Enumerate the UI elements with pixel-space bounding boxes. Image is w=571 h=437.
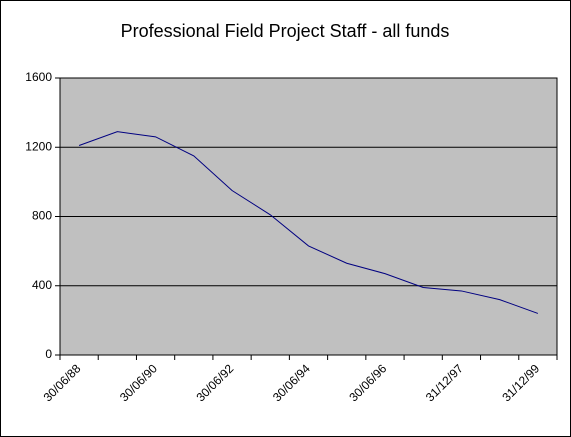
y-tick-label: 0 xyxy=(45,347,52,361)
y-tick-label: 1600 xyxy=(25,70,52,84)
data-line xyxy=(78,131,539,314)
chart-title: Professional Field Project Staff - all f… xyxy=(121,21,450,41)
plot-border xyxy=(59,77,558,356)
y-tick-label: 1200 xyxy=(25,139,52,153)
y-tick-label: 400 xyxy=(32,278,52,292)
y-tick-label: 800 xyxy=(32,209,52,223)
